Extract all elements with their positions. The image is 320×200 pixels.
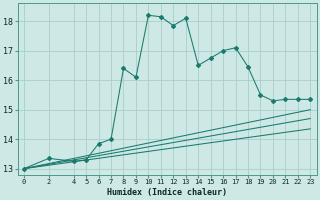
X-axis label: Humidex (Indice chaleur): Humidex (Indice chaleur) — [107, 188, 227, 197]
